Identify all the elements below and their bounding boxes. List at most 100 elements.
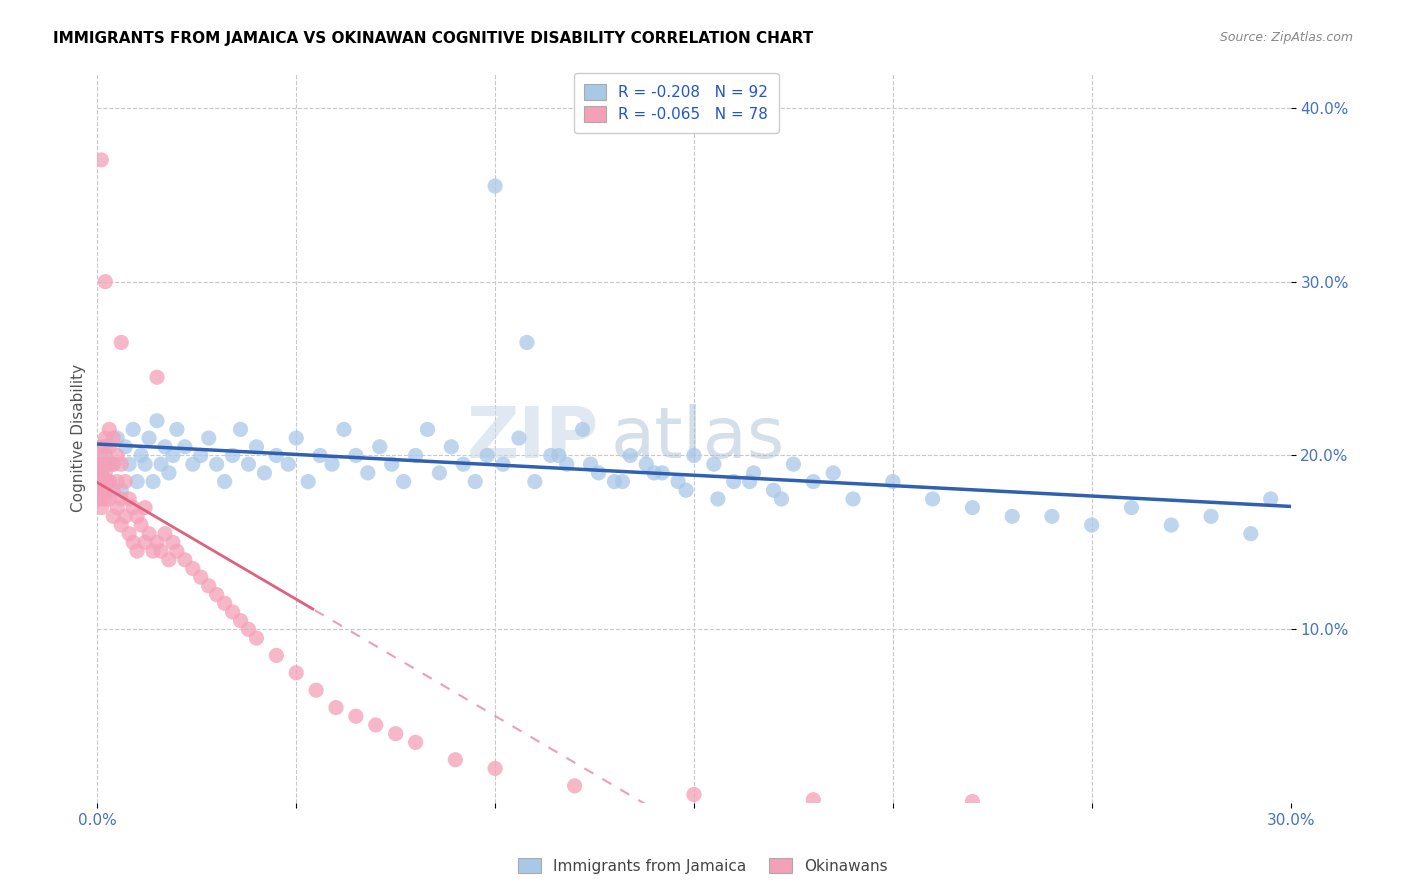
Point [738,475,761,489]
Point [801,475,824,489]
Point [253,466,276,480]
Point [90,449,112,463]
Point [742,466,765,480]
Point [1160,518,1182,533]
Point [90,466,112,480]
Point [90,466,112,480]
Point [127,509,149,524]
Point [94,466,117,480]
Point [114,440,136,454]
Point [205,457,228,471]
Point [1001,509,1024,524]
Point [134,535,156,549]
Point [547,449,569,463]
Point [122,535,145,549]
Point [1121,500,1143,515]
Point [114,509,136,524]
Point [90,500,112,515]
Point [98,475,121,489]
Point [364,718,387,732]
Point [103,509,125,524]
Point [153,440,176,454]
Point [1199,509,1222,524]
Point [782,457,804,471]
Point [619,449,641,463]
Point [405,735,427,749]
Point [612,475,634,489]
Point [285,431,308,445]
Point [475,449,498,463]
Point [197,579,219,593]
Point [238,623,260,637]
Point [90,457,112,471]
Point [190,449,212,463]
Point [157,553,180,567]
Point [214,475,236,489]
Point [205,588,228,602]
Point [266,449,288,463]
Point [94,491,117,506]
Point [823,466,845,480]
Point [90,483,112,498]
Point [162,449,184,463]
Point [142,475,165,489]
Point [105,475,128,489]
Point [90,440,112,454]
Point [238,457,260,471]
Text: ZIP: ZIP [467,403,599,473]
Point [150,457,173,471]
Point [138,431,160,445]
Point [523,475,546,489]
Point [921,491,943,506]
Point [666,475,689,489]
Point [555,457,578,471]
Point [110,335,132,350]
Point [325,700,347,714]
Point [357,466,380,480]
Point [166,544,188,558]
Point [588,466,610,480]
Point [508,431,530,445]
Point [105,500,128,515]
Point [157,466,180,480]
Point [285,665,308,680]
Point [86,466,108,480]
Point [492,457,515,471]
Point [277,457,299,471]
Point [118,491,141,506]
Point [98,440,121,454]
Point [181,561,204,575]
Point [762,483,785,498]
Point [516,335,538,350]
Point [103,483,125,498]
Point [305,683,328,698]
Point [707,491,730,506]
Text: Source: ZipAtlas.com: Source: ZipAtlas.com [1219,31,1353,45]
Point [103,457,125,471]
Y-axis label: Cognitive Disability: Cognitive Disability [72,364,86,512]
Point [98,491,121,506]
Point [221,449,243,463]
Point [127,475,149,489]
Point [86,457,108,471]
Legend: Immigrants from Jamaica, Okinawans: Immigrants from Jamaica, Okinawans [512,852,894,880]
Point [94,431,117,445]
Point [94,475,117,489]
Point [683,788,706,802]
Point [94,440,117,454]
Point [90,475,112,489]
Point [110,457,132,471]
Point [94,457,117,471]
Point [98,475,121,489]
Point [86,491,108,506]
Point [484,179,506,194]
Point [103,457,125,471]
Text: IMMIGRANTS FROM JAMAICA VS OKINAWAN COGNITIVE DISABILITY CORRELATION CHART: IMMIGRANTS FROM JAMAICA VS OKINAWAN COGN… [53,31,814,46]
Point [197,431,219,445]
Point [98,422,121,436]
Point [368,440,391,454]
Point [118,526,141,541]
Point [86,475,108,489]
Point [94,449,117,463]
Point [405,449,427,463]
